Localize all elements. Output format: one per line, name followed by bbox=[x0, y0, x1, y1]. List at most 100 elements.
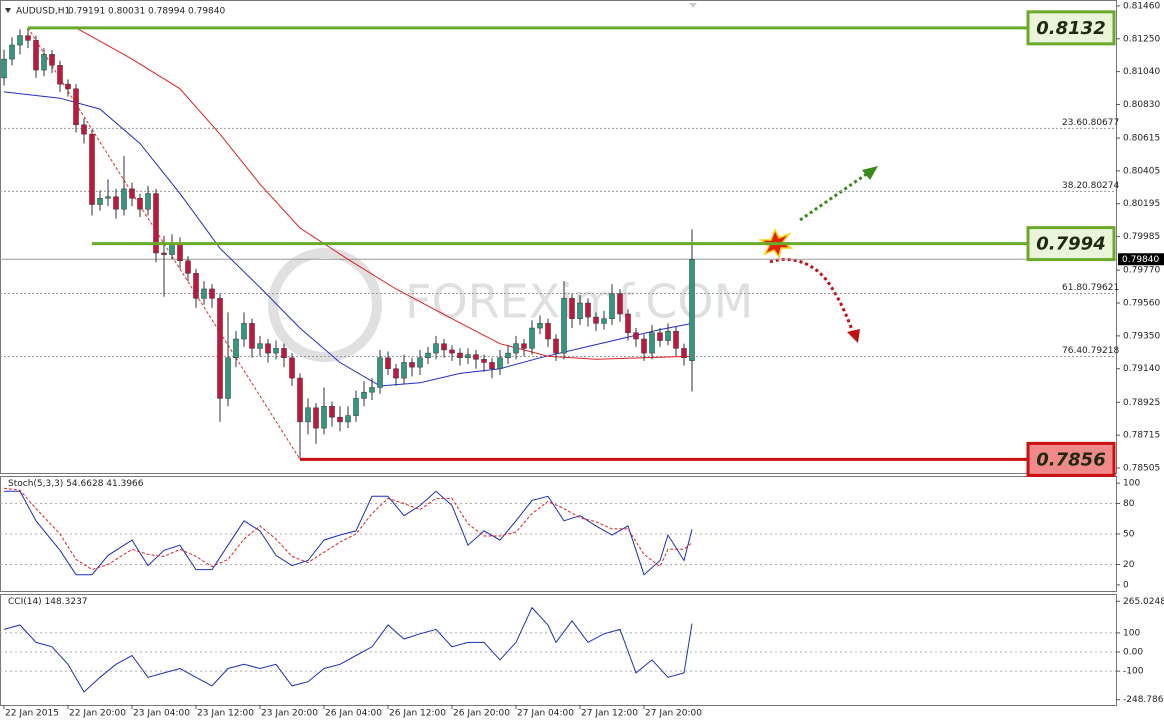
symbol: AUDUSD,H1 bbox=[16, 7, 70, 17]
x-tick-label: 26 Jan 04:00 bbox=[325, 709, 382, 719]
candle-body bbox=[345, 415, 351, 423]
moving-average bbox=[3, 91, 693, 387]
indicator-value: 54.6628 bbox=[66, 479, 103, 489]
candle-body bbox=[185, 260, 191, 274]
candle-body bbox=[553, 338, 559, 354]
candle-body bbox=[593, 316, 599, 324]
x-tick-label: 26 Jan 20:00 bbox=[453, 709, 510, 719]
cci-panel bbox=[0, 594, 1117, 706]
candle-body bbox=[1, 58, 7, 79]
candle-body bbox=[561, 298, 567, 354]
candle-body bbox=[97, 198, 103, 205]
up-arrow bbox=[799, 171, 869, 222]
candle-body bbox=[305, 407, 311, 423]
candle-body bbox=[633, 332, 639, 340]
candle-body bbox=[73, 88, 79, 126]
watermark-text: FOREXimf.COM bbox=[405, 275, 753, 329]
y-tick-label: 0.80615 bbox=[1123, 134, 1160, 144]
level-label: 0.8132 bbox=[1036, 18, 1105, 39]
candle-body bbox=[537, 323, 543, 329]
close-value: 0.79840 bbox=[188, 7, 225, 17]
candle-body bbox=[57, 65, 63, 85]
candle-body bbox=[617, 293, 623, 315]
candle-body bbox=[177, 243, 183, 262]
candle-body bbox=[153, 193, 159, 254]
fib-price: 0.79621 bbox=[1082, 283, 1119, 293]
y-tick-label: 0.81460 bbox=[1123, 1, 1160, 11]
x-tick-label: 27 Jan 04:00 bbox=[517, 709, 574, 719]
candle-body bbox=[329, 405, 335, 418]
candle-body bbox=[41, 54, 47, 71]
fib-level: 61.8 bbox=[1062, 283, 1082, 293]
candle-body bbox=[681, 348, 687, 359]
candle-body bbox=[137, 198, 143, 210]
candle-body bbox=[473, 354, 479, 360]
y-tick-label: 0.78925 bbox=[1123, 398, 1160, 408]
y-tick-label: -100 bbox=[1123, 667, 1144, 677]
candle-body bbox=[657, 332, 663, 341]
x-tick-label: 23 Jan 12:00 bbox=[197, 709, 254, 719]
candle-body bbox=[249, 323, 255, 349]
candle-body bbox=[241, 323, 247, 340]
candle-body bbox=[497, 357, 503, 369]
candle-body bbox=[369, 387, 375, 393]
y-tick-label: 0.81040 bbox=[1123, 67, 1160, 77]
level-label: 0.7994 bbox=[1036, 234, 1105, 255]
indicator-line bbox=[3, 487, 693, 571]
candle-body bbox=[601, 318, 607, 324]
candle-body bbox=[33, 40, 39, 71]
candle-body bbox=[417, 357, 423, 368]
candle-body bbox=[169, 243, 175, 255]
candle-body bbox=[89, 133, 95, 205]
candle-body bbox=[145, 193, 151, 210]
candle-body bbox=[393, 368, 399, 379]
candle-body bbox=[569, 298, 575, 319]
candle-body bbox=[209, 288, 215, 299]
candle-body bbox=[201, 288, 207, 299]
candle-body bbox=[505, 352, 511, 359]
candle-body bbox=[585, 302, 591, 318]
y-tick-label: 0.80830 bbox=[1123, 100, 1160, 110]
indicator-name: CCI(14) bbox=[8, 597, 42, 607]
candle-body bbox=[377, 357, 383, 388]
low-value: 0.78994 bbox=[148, 7, 185, 17]
candle-body bbox=[433, 343, 439, 354]
candle-body bbox=[105, 196, 111, 199]
candle-body bbox=[161, 252, 167, 255]
fib-price: 0.80274 bbox=[1082, 181, 1119, 191]
candle-body bbox=[217, 298, 223, 399]
y-tick-label: 0.78715 bbox=[1123, 431, 1160, 441]
x-tick-label: 22 Jan 2015 bbox=[5, 709, 59, 719]
y-tick-label: 0 bbox=[1123, 580, 1129, 590]
y-tick-label: -248.7867 bbox=[1123, 695, 1164, 705]
candle-body bbox=[273, 348, 279, 354]
open-value: 0.79191 bbox=[68, 7, 105, 17]
y-tick-label: 100 bbox=[1123, 479, 1140, 489]
candle-body bbox=[641, 338, 647, 354]
y-tick-label: 50 bbox=[1123, 530, 1135, 540]
fib-price: 0.80677 bbox=[1082, 118, 1119, 128]
y-tick-label: 0.81250 bbox=[1123, 34, 1160, 44]
fib-level: 38.2 bbox=[1062, 181, 1082, 191]
candle-body bbox=[65, 83, 71, 90]
level-box bbox=[1026, 10, 1116, 46]
candle-body bbox=[265, 343, 271, 354]
candle-body bbox=[289, 357, 295, 379]
y-tick-label: 0.00 bbox=[1123, 648, 1143, 658]
fib-price: 0.79218 bbox=[1082, 346, 1119, 356]
menu-arrow bbox=[5, 8, 11, 13]
candle-body bbox=[321, 405, 327, 429]
header: AUDUSD,H1 0.79191 0.80031 0.78994 0.7984… bbox=[16, 7, 225, 17]
x-tick-label: 27 Jan 12:00 bbox=[581, 709, 638, 719]
x-tick-label: 26 Jan 12:00 bbox=[389, 709, 446, 719]
candle-body bbox=[129, 188, 135, 199]
y-tick-label: 100 bbox=[1123, 628, 1140, 638]
moving-average bbox=[75, 27, 693, 360]
candle-body bbox=[441, 343, 447, 351]
candle-body bbox=[353, 398, 359, 416]
indicator-value: 148.3237 bbox=[45, 597, 88, 607]
last-price-label: 0.79840 bbox=[1122, 255, 1159, 265]
candle-body bbox=[401, 362, 407, 379]
